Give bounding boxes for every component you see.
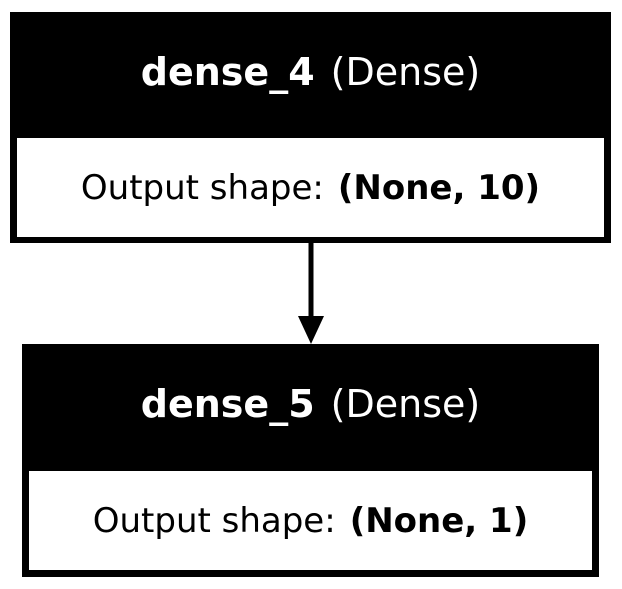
output-shape-label: Output shape:: [80, 167, 324, 208]
layer-node-dense-4: dense_4 (Dense) Output shape: (None, 10): [10, 12, 611, 243]
output-shape-value: (None, 1): [349, 500, 529, 541]
layer-type: (Dense): [330, 382, 481, 426]
output-shape-box: Output shape: (None, 1): [29, 471, 592, 570]
layer-type: (Dense): [330, 50, 481, 94]
output-shape-label: Output shape:: [92, 500, 336, 541]
layer-node-dense-5: dense_5 (Dense) Output shape: (None, 1): [22, 344, 599, 577]
layer-name: dense_4: [140, 50, 315, 94]
layer-node-header: dense_4 (Dense): [10, 12, 611, 132]
output-shape-value: (None, 10): [337, 167, 541, 208]
layer-node-header: dense_5 (Dense): [22, 344, 599, 464]
output-shape-box: Output shape: (None, 10): [17, 138, 604, 237]
arrowhead-icon: [298, 316, 324, 344]
layer-name: dense_5: [140, 382, 315, 426]
